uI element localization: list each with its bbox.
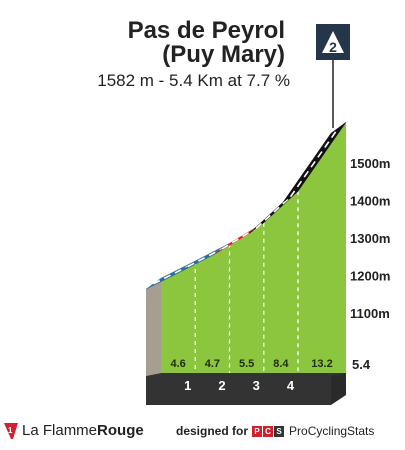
category-badge: 2 [316, 24, 350, 128]
pcs-letter-p: P [252, 425, 263, 437]
profile-side-layer [146, 278, 161, 376]
mountain-icon [322, 31, 344, 53]
gradient-label: 4.6 [170, 358, 185, 370]
category-number: 2 [329, 39, 337, 55]
flame-logo-icon: 1 [4, 422, 18, 439]
climb-title-line2: (Puy Mary) [162, 41, 285, 68]
gradient-label: 4.7 [205, 358, 220, 370]
brand-prefix: La Flamme [22, 422, 98, 439]
km-tick-label: 1 [184, 378, 191, 393]
gradient-label: 8.4 [273, 358, 289, 370]
designed-for-text: designed for [176, 424, 249, 438]
profile-base-layer [146, 373, 346, 405]
segment-centerline-1 [153, 265, 189, 285]
brand-logo: 1 La FlammeRouge [4, 422, 144, 439]
svg-text:1: 1 [8, 426, 13, 435]
segment-centerline-2 [187, 248, 223, 268]
segment-centerline-4 [255, 196, 292, 229]
pcs-letter-s: S [274, 425, 285, 437]
profile-label-layer: 1100m 1200m 1300m 1400m 1500m 4.6 4.7 5.5 8.4 13.… [170, 156, 390, 393]
profile-area-layer [161, 122, 346, 373]
climb-title-line1: Pas de Peyrol [128, 17, 285, 44]
gradient-label: 13.2 [311, 358, 332, 370]
profile-area [161, 122, 346, 373]
pcs-name: ProCyclingStats [289, 424, 375, 438]
altitude-tick-label: 1200m [350, 269, 390, 284]
segment-centerline-5 [289, 127, 340, 198]
profile-band-layer [145, 122, 347, 290]
end-distance-label: 5.4 [352, 357, 371, 372]
profile-base-end [331, 373, 346, 405]
gradient-label: 5.5 [239, 358, 254, 370]
km-tick-label: 3 [253, 378, 260, 393]
brand-suffix: Rouge [97, 422, 144, 439]
profile-base-strip [146, 373, 346, 405]
profile-side-face [146, 278, 161, 376]
segment-centerline-3 [221, 227, 257, 250]
altitude-tick-label: 1500m [350, 156, 390, 171]
brand-name: La FlammeRouge [22, 422, 144, 439]
km-tick-label: 4 [287, 378, 295, 393]
km-tick-label: 2 [218, 378, 225, 393]
altitude-tick-label: 1100m [350, 306, 390, 321]
altitude-tick-label: 1400m [350, 194, 390, 209]
profile-grid-layer [194, 191, 299, 373]
climb-subtitle: 1582 m - 5.4 Km at 7.7 % [97, 71, 290, 90]
altitude-tick-label: 1300m [350, 231, 390, 246]
pcs-letter-c: C [263, 425, 274, 437]
